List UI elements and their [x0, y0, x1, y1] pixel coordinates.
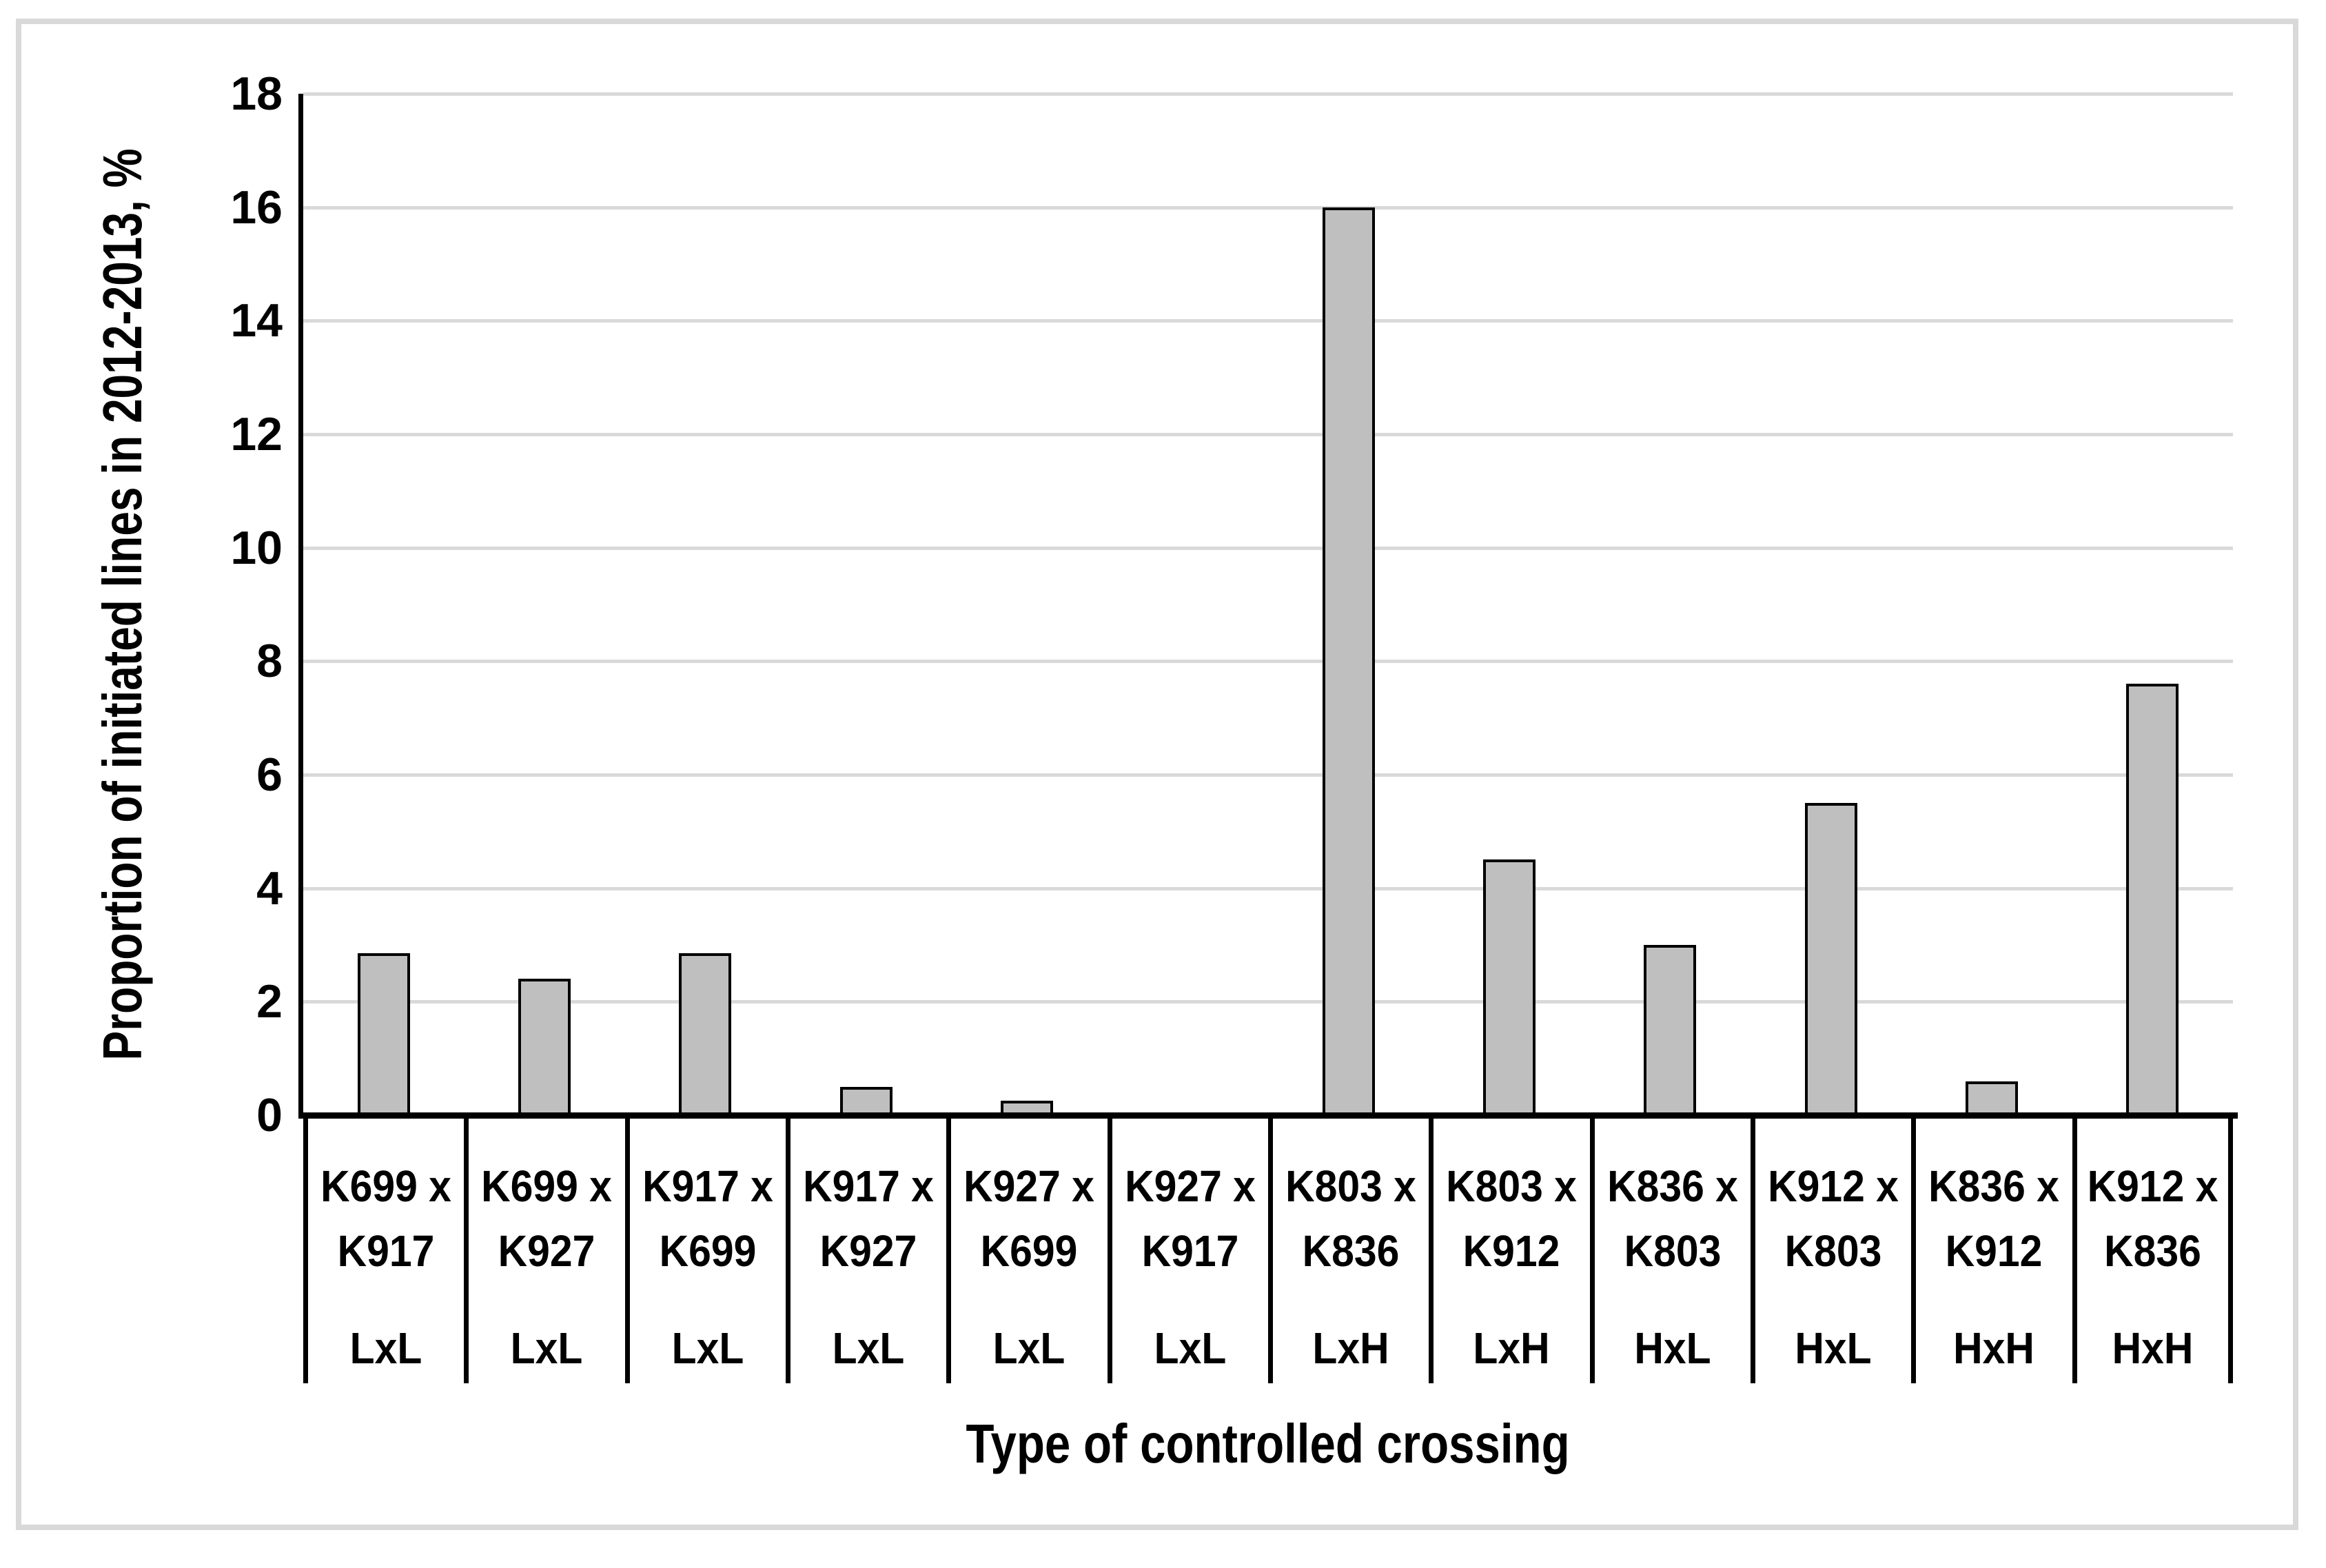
- y-tick-label-4: 4: [256, 862, 283, 915]
- category-axis: K699 x K917 LxL K699 x K927 LxL K917 x K699 L…: [303, 1118, 2233, 1383]
- y-tick-label-16: 16: [230, 181, 283, 234]
- bar-K803xK836: [1323, 207, 1375, 1115]
- bar-K803xK912: [1483, 859, 1536, 1115]
- x-axis-title-wrap: Type of controlled crossing: [303, 1406, 2233, 1482]
- category-cell-1: K699 x K917 LxL: [303, 1118, 464, 1383]
- category-type: HxH: [2112, 1323, 2194, 1373]
- y-tick-label-8: 8: [256, 635, 283, 688]
- category-cell-3: K917 x K699 LxL: [625, 1118, 786, 1383]
- category-cell-4: K917 x K927 LxL: [786, 1118, 946, 1383]
- category-type: HxH: [1953, 1323, 2034, 1373]
- category-type: LxL: [349, 1323, 422, 1373]
- bar-K836xK912: [1966, 1081, 2018, 1115]
- category-cell-8: K803 x K912 LxH: [1429, 1118, 1589, 1383]
- category-cell-7: K803 x K836 LxH: [1268, 1118, 1429, 1383]
- category-name: K912 x K836: [2087, 1161, 2218, 1276]
- y-tick-label-0: 0: [256, 1089, 283, 1141]
- gridline-16: [303, 205, 2233, 210]
- category-cell-5: K927 x K699 LxL: [946, 1118, 1107, 1383]
- category-cell-12: K912 x K836 HxH: [2072, 1118, 2233, 1383]
- gridline-2: [303, 1000, 2233, 1004]
- category-type: HxL: [1634, 1323, 1711, 1373]
- y-tick-label-10: 10: [230, 521, 283, 574]
- x-axis-title: Type of controlled crossing: [966, 1413, 1571, 1474]
- gridline-6: [303, 773, 2233, 777]
- bar-K917xK699: [679, 953, 731, 1115]
- bar-K912xK803: [1805, 803, 1857, 1115]
- plot-area: [298, 92, 2238, 1119]
- gridline-4: [303, 886, 2233, 890]
- bar-K699xK917: [358, 953, 410, 1115]
- category-type: LxL: [510, 1323, 583, 1373]
- category-name: K912 x K803: [1768, 1161, 1899, 1276]
- category-name: K836 x K912: [1928, 1161, 2059, 1276]
- category-name: K699 x K927: [481, 1161, 612, 1276]
- category-name: K927 x K699: [963, 1161, 1094, 1276]
- category-type: LxH: [1312, 1323, 1389, 1373]
- gridline-10: [303, 546, 2233, 550]
- category-type: LxL: [1154, 1323, 1227, 1373]
- bar-K836xK803: [1644, 945, 1696, 1115]
- category-type: LxL: [992, 1323, 1065, 1373]
- category-cell-10: K912 x K803 HxL: [1751, 1118, 1911, 1383]
- y-axis-line: [298, 94, 303, 1115]
- category-cell-6: K927 x K917 LxL: [1108, 1118, 1268, 1383]
- gridline-8: [303, 660, 2233, 664]
- y-tick-label-14: 14: [230, 294, 283, 347]
- category-name: K927 x K917: [1125, 1161, 1256, 1276]
- category-name: K917 x K699: [642, 1161, 773, 1276]
- category-type: HxL: [1795, 1323, 1872, 1373]
- category-name: K836 x K803: [1607, 1161, 1738, 1276]
- gridline-14: [303, 319, 2233, 323]
- x-axis-line: [298, 1112, 2238, 1119]
- category-cell-9: K836 x K803 HxL: [1590, 1118, 1751, 1383]
- y-tick-label-6: 6: [256, 749, 283, 801]
- category-name: K917 x K927: [803, 1161, 934, 1276]
- category-cell-11: K836 x K912 HxH: [1911, 1118, 2072, 1383]
- category-name: K699 x K917: [320, 1161, 451, 1276]
- bar-K912xK836: [2126, 684, 2179, 1115]
- bar-K917xK927: [840, 1087, 892, 1115]
- bar-K699xK927: [518, 979, 571, 1115]
- gridline-18: [303, 92, 2233, 96]
- gridline-12: [303, 433, 2233, 436]
- category-type: LxL: [832, 1323, 905, 1373]
- y-tick-label-2: 2: [256, 975, 283, 1028]
- y-tick-label-18: 18: [230, 68, 283, 120]
- bar-K927xK699: [1001, 1101, 1053, 1115]
- category-name: K803 x K912: [1446, 1161, 1577, 1276]
- y-tick-label-12: 12: [230, 408, 283, 460]
- category-type: LxH: [1473, 1323, 1550, 1373]
- category-name: K803 x K836: [1285, 1161, 1416, 1276]
- category-type: LxL: [671, 1323, 744, 1373]
- category-cell-2: K699 x K927 LxL: [464, 1118, 624, 1383]
- y-axis-title: Proportion of initiated lines in 2012-20…: [92, 148, 153, 1061]
